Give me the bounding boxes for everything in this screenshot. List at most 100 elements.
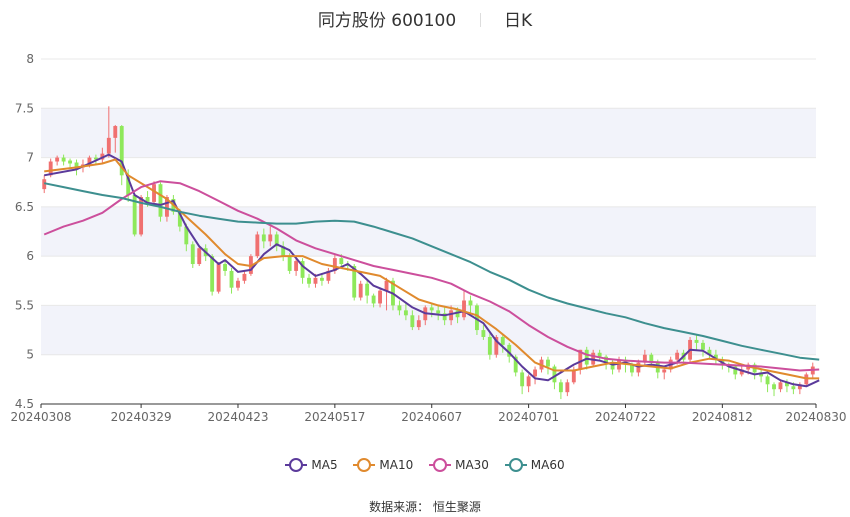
candle	[113, 125, 118, 153]
candle	[68, 158, 72, 168]
candle	[416, 315, 421, 331]
candle	[797, 382, 802, 395]
candle	[533, 366, 537, 385]
candle	[558, 379, 563, 400]
x-axis: 20240308 20240329 20240423 20240517 20240607…	[10, 403, 847, 424]
legend-item-ma5[interactable]: MA5	[285, 458, 338, 472]
legend-item-ma30[interactable]: MA30	[429, 458, 489, 472]
candle	[139, 195, 144, 237]
candle	[565, 379, 570, 397]
candle-body	[785, 382, 789, 387]
title-divider	[479, 13, 481, 27]
candle	[216, 262, 221, 294]
candle	[197, 246, 202, 266]
y-tick-label: 7	[26, 151, 34, 165]
candle-body	[520, 372, 525, 387]
candle-body	[48, 161, 53, 176]
candle-body	[74, 162, 79, 168]
data-source: 数据来源： 恒生聚源	[369, 500, 481, 514]
candle	[765, 374, 770, 393]
candle-body	[403, 310, 408, 316]
y-tick-label: 4.5	[15, 397, 34, 411]
candle-body	[507, 344, 512, 357]
candle	[307, 273, 311, 288]
candle-body	[642, 354, 647, 363]
candle-body	[371, 295, 376, 304]
candle	[759, 369, 764, 383]
legend-swatch-ma30	[429, 458, 452, 472]
candle-body	[106, 137, 111, 154]
candle-body	[358, 283, 363, 298]
candle-body	[739, 369, 744, 375]
legend-swatch-ma5	[285, 458, 308, 472]
candle-body	[197, 248, 202, 265]
candle	[365, 280, 370, 304]
candle-body	[558, 382, 563, 393]
candle	[294, 258, 299, 276]
stock-name: 同方股份 600100	[317, 11, 457, 31]
candle-body	[93, 157, 98, 160]
candle-body	[307, 277, 311, 284]
candle	[546, 356, 550, 375]
candle-body	[584, 349, 589, 365]
candle-body	[701, 342, 705, 350]
candle	[778, 379, 783, 393]
candle	[707, 346, 712, 360]
candle	[229, 267, 234, 294]
candle-body	[397, 305, 402, 311]
x-tick-label: 20240308	[10, 410, 71, 424]
candle-body	[694, 339, 699, 343]
candle	[481, 325, 486, 340]
legend-swatch-ma60	[504, 458, 527, 472]
x-tick-label: 20240423	[207, 410, 268, 424]
candle-body	[772, 384, 776, 390]
candle-body	[165, 197, 169, 217]
legend-label-ma60: MA60	[530, 458, 565, 472]
candle-body	[287, 256, 292, 271]
candle-body	[565, 382, 570, 393]
candle-body	[765, 376, 770, 385]
candle	[772, 382, 776, 397]
moving-average-lines	[43, 153, 820, 388]
legend-item-ma10[interactable]: MA10	[353, 458, 413, 472]
candle-body	[229, 270, 234, 288]
candle-body	[462, 300, 466, 318]
candle-body	[126, 177, 131, 196]
candle-body	[533, 369, 537, 377]
candle	[694, 335, 699, 350]
candle	[158, 182, 163, 222]
candle-body	[636, 362, 641, 373]
candle	[733, 364, 738, 380]
x-tick-label: 20240722	[595, 410, 656, 424]
candle-body	[313, 277, 318, 284]
candle-body	[487, 336, 492, 355]
candle	[190, 241, 195, 268]
y-tick-label: 6	[26, 249, 34, 263]
candle-body	[55, 157, 60, 162]
candle-body	[190, 244, 195, 265]
candle-body	[352, 266, 357, 298]
candle-body	[778, 382, 783, 390]
candle	[223, 260, 227, 276]
candle-body	[145, 197, 150, 202]
candle-body	[242, 273, 247, 281]
candle	[713, 349, 718, 365]
candle	[487, 333, 492, 360]
candle-body	[139, 197, 144, 235]
plot-band	[41, 206, 816, 257]
ma-line-ma10	[44, 158, 820, 380]
legend-label-ma30: MA30	[455, 458, 489, 472]
candle-body	[236, 280, 240, 288]
candle	[326, 267, 331, 284]
y-tick-label: 5	[26, 348, 34, 362]
candle-body	[442, 313, 447, 321]
plot-band	[41, 108, 816, 158]
candle-body	[662, 369, 667, 373]
candle	[106, 106, 111, 158]
legend-item-ma60[interactable]: MA60	[504, 458, 565, 472]
candle-body	[365, 283, 370, 296]
candle-body	[378, 290, 382, 304]
candle	[210, 254, 215, 296]
candle	[320, 273, 324, 286]
candle-body	[733, 366, 738, 375]
